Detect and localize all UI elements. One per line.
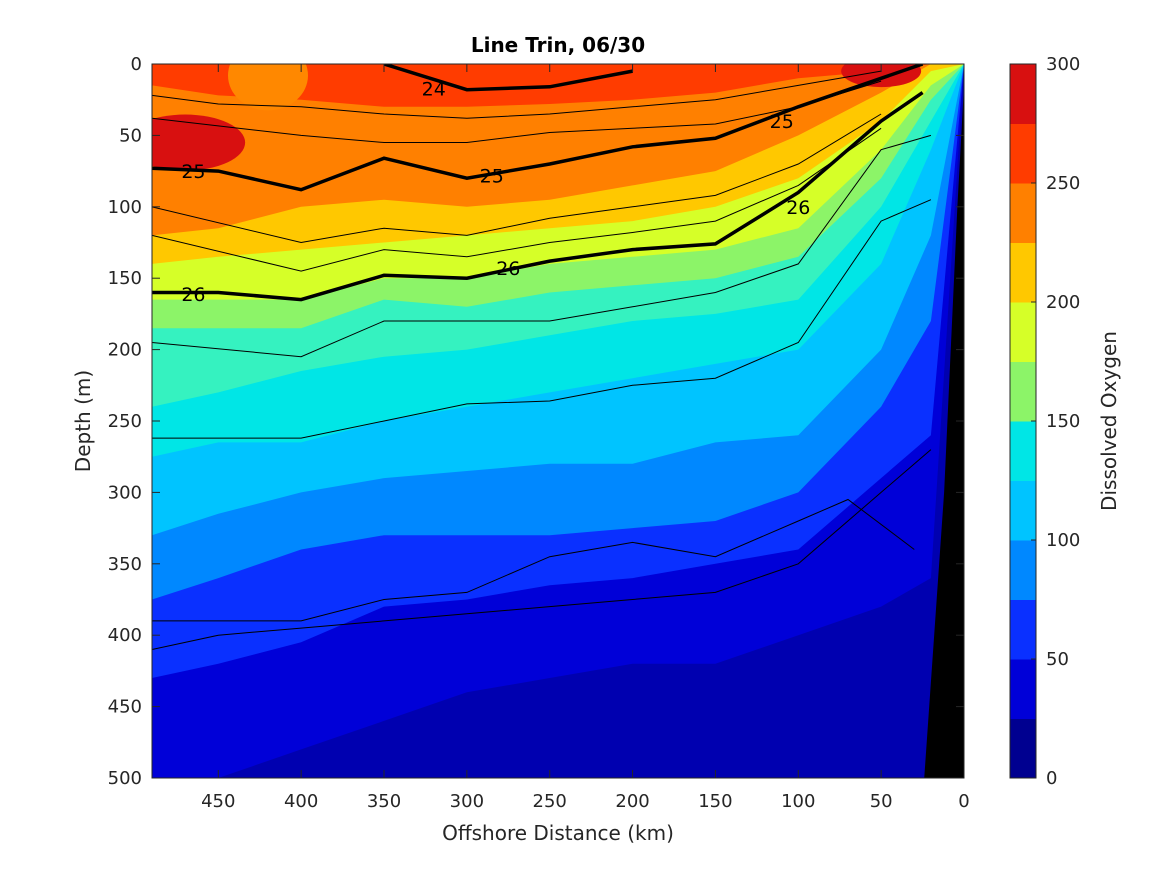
- y-tick-label: 200: [108, 340, 142, 361]
- plot-area: [152, 64, 964, 778]
- isopycnal-thin: [152, 134, 932, 358]
- isopycnal-24: [383, 64, 633, 92]
- contour-label: 26: [496, 258, 520, 280]
- isopycnal-thin: [152, 449, 932, 650]
- chart-title: Line Trin, 06/30: [471, 33, 645, 57]
- contour-label: 26: [786, 197, 810, 219]
- colorbar-tick-label: 50: [1046, 649, 1069, 670]
- contour-label: 25: [181, 161, 205, 183]
- colorbar-segment: [1010, 123, 1036, 184]
- y-axis-ticks: 0 50 100 150 200 250 300 350 400 450 500: [108, 54, 964, 789]
- colorbar-label: Dissolved Oxygen: [1097, 331, 1121, 511]
- x-axis-label: Offshore Distance (km): [442, 821, 674, 845]
- isopycnal-lines: 24 25 25 25 26 26 26: [152, 64, 932, 650]
- y-tick-label: 350: [108, 554, 142, 575]
- colorbar-tick-label: 100: [1046, 530, 1080, 551]
- colorbar-tick-label: 150: [1046, 411, 1080, 432]
- contour-label: 25: [770, 111, 794, 133]
- colorbar-tick-label: 300: [1046, 54, 1080, 75]
- colorbar-segment: [1010, 599, 1036, 660]
- isopycnal-thin: [152, 498, 915, 622]
- colorbar-tick-label: 250: [1046, 173, 1080, 194]
- isopycnal-thin: [152, 127, 882, 272]
- y-tick-label: 0: [131, 54, 142, 75]
- y-tick-label: 450: [108, 697, 142, 718]
- x-tick-label: 350: [367, 791, 401, 812]
- y-tick-label: 300: [108, 482, 142, 503]
- contour-label: 26: [181, 284, 205, 306]
- colorbar-segment: [1010, 302, 1036, 362]
- x-tick-label: 300: [450, 791, 484, 812]
- colorbar-segment: [1010, 421, 1036, 481]
- contour-label: 25: [480, 165, 504, 187]
- colorbar-segment: [1010, 480, 1036, 541]
- colorbar-tick-label: 0: [1046, 768, 1057, 789]
- colorbar-segment: [1010, 718, 1036, 779]
- oxygen-patch: [228, 64, 308, 111]
- x-tick-label: 150: [698, 791, 732, 812]
- y-tick-label: 400: [108, 625, 142, 646]
- isopycnal-thin: [152, 80, 882, 143]
- contour-label: 24: [422, 78, 446, 100]
- x-tick-label: 0: [958, 791, 969, 812]
- colorbar-segment: [1010, 361, 1036, 422]
- bathymetry-mask: [924, 85, 964, 778]
- x-tick-label: 450: [201, 791, 235, 812]
- x-tick-label: 250: [533, 791, 567, 812]
- isopycnal-thin: [152, 70, 882, 119]
- colorbar-segment: [1010, 64, 1036, 124]
- colorbar-tick-label: 200: [1046, 292, 1080, 313]
- y-tick-label: 100: [108, 197, 142, 218]
- y-axis-label: Depth (m): [71, 370, 95, 472]
- x-tick-label: 50: [870, 791, 893, 812]
- x-tick-label: 400: [284, 791, 318, 812]
- colorbar-segment: [1010, 540, 1036, 600]
- isopycnal-thin: [152, 113, 882, 244]
- isopycnal-thin: [152, 199, 932, 439]
- colorbar-segment: [1010, 659, 1036, 719]
- y-tick-label: 500: [108, 768, 142, 789]
- oxygen-band: [152, 64, 964, 236]
- high-oxygen-patch: [152, 114, 246, 171]
- colorbar-segment: [1010, 183, 1036, 243]
- x-tick-label: 100: [781, 791, 815, 812]
- isopycnal-25: [152, 64, 924, 192]
- y-tick-label: 50: [119, 125, 142, 146]
- x-axis-ticks: 450 400 350 300 250 200 150 100 50 0: [201, 64, 970, 812]
- y-tick-label: 150: [108, 268, 142, 289]
- isopycnal-26: [152, 91, 924, 302]
- colorbar-segment: [1010, 242, 1036, 303]
- x-tick-label: 200: [615, 791, 649, 812]
- y-tick-label: 250: [108, 411, 142, 432]
- colorbar: 0 50 100 150 200 250 300: [1009, 54, 1080, 789]
